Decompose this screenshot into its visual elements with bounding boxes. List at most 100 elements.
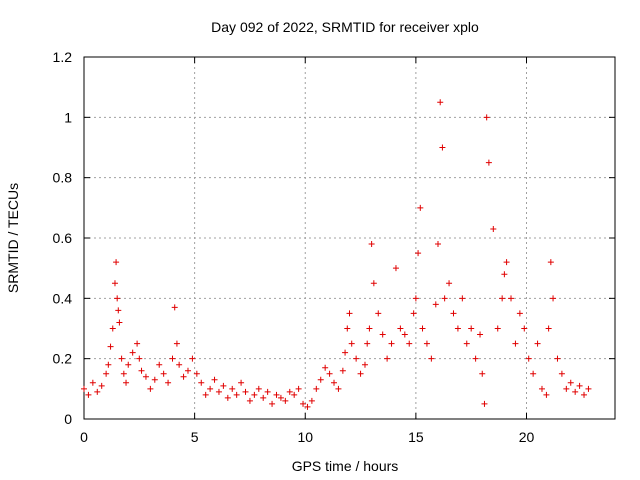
data-point (105, 361, 112, 368)
y-tick-label: 0 (64, 411, 72, 427)
data-point (273, 391, 280, 398)
data-point (435, 241, 441, 248)
gridlines (84, 57, 615, 419)
x-tick-label: 0 (80, 429, 88, 445)
data-point (308, 397, 315, 404)
data-point (207, 385, 214, 392)
data-point (277, 394, 284, 401)
data-point (370, 280, 377, 287)
data-point (193, 370, 200, 377)
data-point (313, 385, 320, 392)
data-point (81, 385, 87, 392)
data-point (490, 225, 497, 232)
data-point (525, 355, 532, 362)
data-point (477, 331, 484, 338)
data-point (109, 325, 116, 332)
data-point (401, 331, 408, 338)
data-point (428, 355, 435, 362)
data-point (441, 295, 448, 302)
data-point (339, 367, 346, 374)
x-axis-label: GPS time / hours (292, 458, 399, 474)
data-point (180, 373, 187, 380)
data-point (136, 355, 143, 362)
y-axis-ticks: 0 0.2 0.4 0.6 0.8 1 1.2 (53, 49, 615, 427)
data-point (437, 99, 444, 106)
data-point (366, 325, 373, 332)
data-point (499, 295, 506, 302)
data-point (563, 385, 570, 392)
data-point (224, 394, 231, 401)
data-point (585, 385, 592, 392)
data-point (229, 385, 236, 392)
data-point (379, 331, 386, 338)
y-tick-label: 0.8 (53, 170, 73, 186)
data-point (326, 370, 333, 377)
data-point (94, 388, 101, 395)
data-point (129, 349, 136, 356)
data-point (423, 340, 430, 347)
x-tick-label: 20 (519, 429, 535, 445)
data-point (554, 355, 561, 362)
data-point (576, 382, 583, 389)
data-point (459, 295, 466, 302)
data-point (344, 325, 351, 332)
x-tick-label: 10 (297, 429, 313, 445)
data-point (264, 388, 271, 395)
data-point (116, 319, 123, 326)
y-tick-label: 0.4 (53, 290, 73, 306)
data-point (89, 379, 96, 386)
data-point (120, 370, 127, 377)
data-point (364, 340, 371, 347)
data-point (251, 391, 258, 398)
data-point (508, 295, 515, 302)
data-point (142, 373, 149, 380)
data-point (165, 379, 172, 386)
data-point (516, 310, 523, 317)
data-point (189, 355, 196, 362)
data-point (113, 259, 120, 266)
data-point (202, 391, 209, 398)
data-point (171, 304, 178, 311)
data-point (98, 382, 105, 389)
data-point (450, 310, 457, 317)
data-point (503, 259, 510, 266)
data-point (242, 388, 249, 395)
data-point (114, 295, 121, 302)
data-point (530, 370, 537, 377)
data-point (397, 325, 404, 332)
data-point (169, 355, 176, 362)
data-point (415, 250, 422, 257)
data-point (483, 114, 490, 121)
data-point (368, 241, 375, 248)
x-tick-label: 5 (191, 429, 199, 445)
data-point (454, 325, 461, 332)
data-point (238, 379, 245, 386)
data-point (538, 385, 545, 392)
data-point (85, 391, 92, 398)
data-point (419, 325, 426, 332)
data-point (348, 340, 355, 347)
data-point (410, 310, 417, 317)
data-point (269, 400, 276, 407)
data-point (521, 325, 528, 332)
data-point (211, 376, 218, 383)
data-point (220, 382, 227, 389)
data-point (545, 325, 552, 332)
data-point (322, 364, 329, 371)
data-point (156, 361, 163, 368)
data-point (446, 280, 453, 287)
data-point (246, 397, 253, 404)
data-point (118, 355, 125, 362)
data-point (412, 295, 419, 302)
data-points (81, 99, 592, 410)
data-point (176, 361, 183, 368)
data-point (384, 355, 391, 362)
data-point (479, 370, 486, 377)
data-point (567, 379, 574, 386)
data-point (463, 340, 470, 347)
y-tick-label: 0.6 (53, 230, 73, 246)
data-point (115, 307, 122, 314)
data-point (160, 370, 167, 377)
data-point (111, 280, 118, 287)
